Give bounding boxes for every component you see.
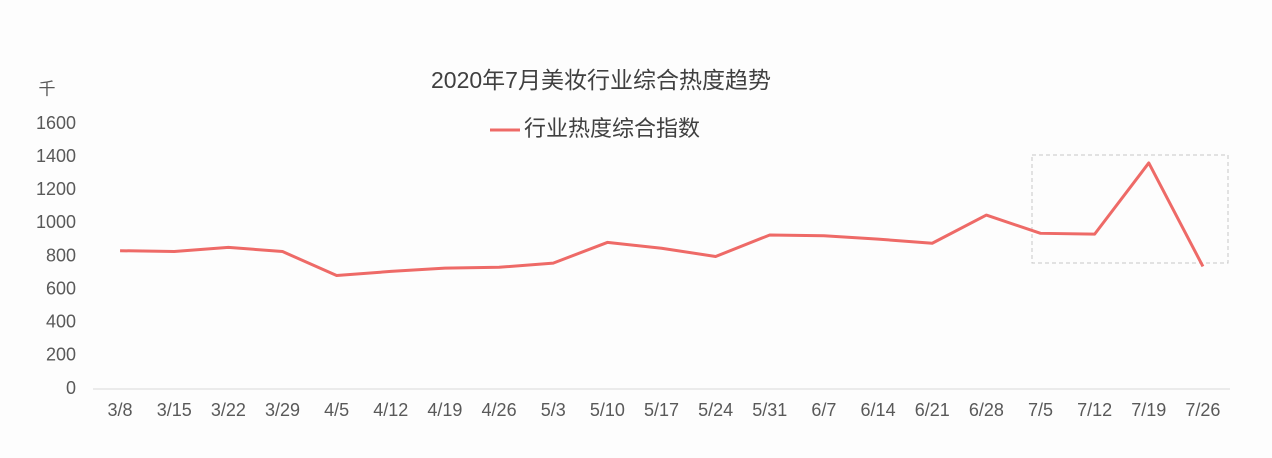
x-tick-label: 6/21 [915, 400, 950, 420]
chart-title: 2020年7月美妆行业综合热度趋势 [431, 67, 771, 93]
y-unit: 千 [39, 79, 56, 98]
x-tick-label: 5/31 [752, 400, 787, 420]
x-tick-label: 7/5 [1028, 400, 1053, 420]
line-series [120, 161, 1205, 278]
x-tick-label: 4/19 [427, 400, 462, 420]
x-tick-label: 6/7 [811, 400, 836, 420]
x-tick-label: 4/26 [482, 400, 517, 420]
x-tick-label: 5/24 [698, 400, 733, 420]
x-tick-label: 7/26 [1185, 400, 1220, 420]
y-tick-label: 1600 [36, 113, 76, 133]
x-tick-label: 7/12 [1077, 400, 1112, 420]
y-tick-label: 0 [66, 378, 76, 398]
y-tick-label: 1400 [36, 146, 76, 166]
x-tick-label: 6/14 [861, 400, 896, 420]
x-tick-label: 5/17 [644, 400, 679, 420]
y-tick-label: 1200 [36, 179, 76, 199]
y-tick-label: 600 [46, 278, 76, 298]
x-tick-label: 5/3 [541, 400, 566, 420]
x-tick-label: 3/22 [211, 400, 246, 420]
x-tick-label: 7/19 [1131, 400, 1166, 420]
y-tick-label: 800 [46, 245, 76, 265]
x-tick-label: 6/28 [969, 400, 1004, 420]
x-tick-label: 4/5 [324, 400, 349, 420]
x-tick-label: 3/29 [265, 400, 300, 420]
x-tick-label: 4/12 [373, 400, 408, 420]
x-tick-label: 3/8 [108, 400, 133, 420]
legend-label: 行业热度综合指数 [524, 116, 700, 141]
highlight-box [1031, 154, 1229, 264]
x-tick-label: 3/15 [157, 400, 192, 420]
y-tick-label: 400 [46, 312, 76, 332]
y-tick-label: 1000 [36, 212, 76, 232]
x-tick-label: 5/10 [590, 400, 625, 420]
y-tick-label: 200 [46, 345, 76, 365]
